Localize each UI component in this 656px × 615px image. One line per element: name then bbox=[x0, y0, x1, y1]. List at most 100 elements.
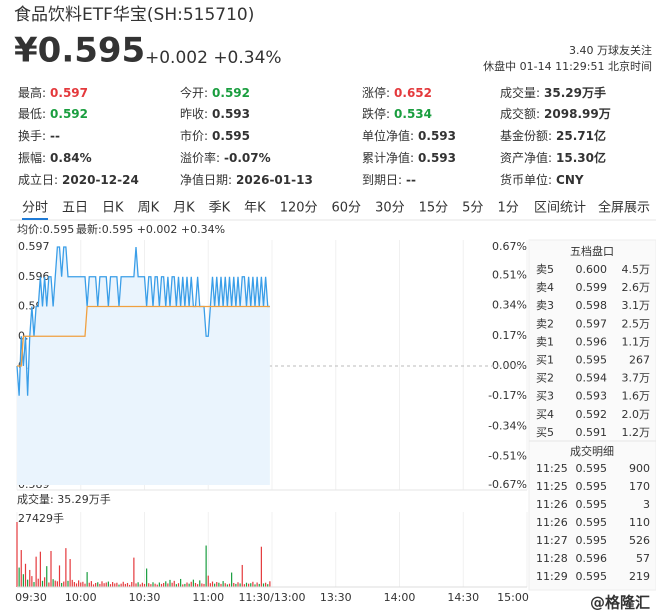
tab[interactable]: 五日 bbox=[62, 201, 88, 216]
order-volume: 1.1万 bbox=[622, 335, 651, 348]
y2-tick-label: 0.17% bbox=[492, 329, 527, 342]
stat-value: 15.30亿 bbox=[556, 150, 606, 165]
volume-bar bbox=[44, 577, 46, 587]
volume-bar bbox=[150, 584, 152, 587]
stat-value: 25.71亿 bbox=[556, 128, 606, 143]
tab[interactable]: 月K bbox=[173, 201, 195, 216]
order-price: 0.593 bbox=[576, 390, 608, 403]
volume-bar bbox=[245, 582, 248, 587]
volume-bar bbox=[254, 584, 256, 587]
volume-bar bbox=[209, 583, 211, 587]
price: ¥0.595 bbox=[14, 31, 145, 71]
stat: 单位净值: 0.593 bbox=[362, 128, 456, 143]
volume-bar bbox=[27, 579, 29, 587]
stat: 最低: 0.592 bbox=[18, 107, 88, 121]
volume-bar bbox=[50, 550, 52, 587]
x-tick-label: 13:30 bbox=[320, 591, 352, 604]
side-panel bbox=[528, 239, 656, 591]
volume-bar bbox=[224, 583, 226, 587]
volume-bar bbox=[33, 582, 35, 587]
trade-price: 0.595 bbox=[576, 462, 608, 475]
order-volume: 267 bbox=[629, 354, 650, 367]
trade-volume: 110 bbox=[629, 516, 650, 529]
trade-time: 11:28 bbox=[536, 552, 568, 565]
trade-volume: 900 bbox=[629, 462, 650, 475]
trade-time: 11:26 bbox=[536, 516, 568, 529]
followers: 3.40 万球友关注 bbox=[569, 43, 652, 57]
title: 食品饮料ETF华宝(SH:515710) bbox=[14, 5, 254, 25]
stat-label: 成立日: bbox=[18, 172, 58, 187]
volume-bar bbox=[95, 582, 97, 587]
trade-price: 0.595 bbox=[576, 498, 608, 511]
volume-bar bbox=[41, 580, 44, 587]
tab[interactable]: 30分 bbox=[375, 201, 405, 216]
tab-action[interactable]: 全屏展示 bbox=[598, 200, 650, 216]
stat: 净值日期: 2026-01-13 bbox=[180, 172, 313, 187]
volume-bar bbox=[71, 579, 73, 587]
volume-bar bbox=[48, 582, 50, 587]
order-volume: 2.6万 bbox=[622, 281, 651, 294]
stat: 换手: -- bbox=[18, 129, 60, 143]
order-price: 0.595 bbox=[576, 354, 608, 367]
volume-bar bbox=[250, 583, 252, 587]
volume-bar bbox=[220, 583, 222, 587]
volume-bar bbox=[194, 582, 197, 587]
volume-bar bbox=[75, 583, 78, 587]
stat: 成交额: 2098.99万 bbox=[500, 106, 611, 121]
volume-bar bbox=[105, 582, 107, 587]
volume-bar bbox=[211, 581, 214, 587]
volume-bar bbox=[131, 582, 133, 587]
trade-time: 11:26 bbox=[536, 498, 568, 511]
order-price: 0.592 bbox=[576, 408, 608, 421]
tab[interactable]: 季K bbox=[209, 201, 231, 216]
trade-price: 0.596 bbox=[576, 552, 608, 565]
y2-tick-label: -0.51% bbox=[488, 450, 527, 463]
stat-value: 0.534 bbox=[394, 107, 432, 121]
volume-bar bbox=[152, 582, 154, 587]
order-price: 0.598 bbox=[576, 299, 608, 312]
order-label: 卖3 bbox=[536, 299, 554, 312]
volume-bar bbox=[143, 583, 146, 587]
volume-bar bbox=[239, 583, 241, 587]
volume-bar bbox=[112, 582, 114, 587]
volume-bar bbox=[180, 578, 182, 587]
tab[interactable]: 15分 bbox=[419, 201, 449, 216]
tab[interactable]: 5分 bbox=[462, 201, 483, 216]
stat-value: 0.592 bbox=[212, 86, 250, 100]
volume-bar bbox=[248, 583, 250, 587]
tab[interactable]: 分时 bbox=[22, 201, 48, 216]
stat: 最高: 0.597 bbox=[18, 85, 88, 100]
tab-action[interactable]: 区间统计 bbox=[534, 201, 586, 216]
volume-bar bbox=[99, 583, 101, 587]
stat-label: 累计净值: bbox=[362, 150, 414, 165]
volume-bar bbox=[139, 584, 141, 587]
tab[interactable]: 年K bbox=[244, 201, 266, 216]
tab[interactable]: 1分 bbox=[497, 201, 518, 216]
tab[interactable]: 60分 bbox=[332, 201, 362, 216]
volume-bar bbox=[241, 564, 243, 587]
volume-bar bbox=[124, 583, 126, 587]
y-tick-label: 0.596 bbox=[18, 270, 50, 283]
volume-bar bbox=[84, 583, 86, 587]
stat-label: 基金份额: bbox=[500, 128, 552, 143]
order-volume: 2.5万 bbox=[622, 317, 651, 330]
trade-price: 0.595 bbox=[576, 534, 608, 547]
tab[interactable]: 周K bbox=[138, 201, 160, 216]
volume-bar bbox=[260, 546, 262, 587]
stat: 昨收: 0.593 bbox=[180, 107, 250, 121]
y2-tick-label: 0.67% bbox=[492, 240, 527, 253]
volume-bar bbox=[163, 582, 165, 587]
tab[interactable]: 120分 bbox=[280, 201, 318, 216]
volume-bar bbox=[22, 574, 24, 587]
volume-bar bbox=[235, 583, 237, 587]
tab[interactable]: 日K bbox=[102, 201, 124, 216]
volume-bar bbox=[233, 582, 235, 587]
stat: 累计净值: 0.593 bbox=[362, 150, 456, 165]
volume-bar bbox=[156, 584, 158, 587]
volume-bar bbox=[173, 580, 175, 587]
volume-bar bbox=[141, 582, 143, 587]
order-label: 卖1 bbox=[536, 335, 554, 348]
volume-bar bbox=[207, 575, 209, 587]
volume-bar bbox=[197, 584, 199, 587]
stat-value: 2026-01-13 bbox=[236, 173, 313, 187]
